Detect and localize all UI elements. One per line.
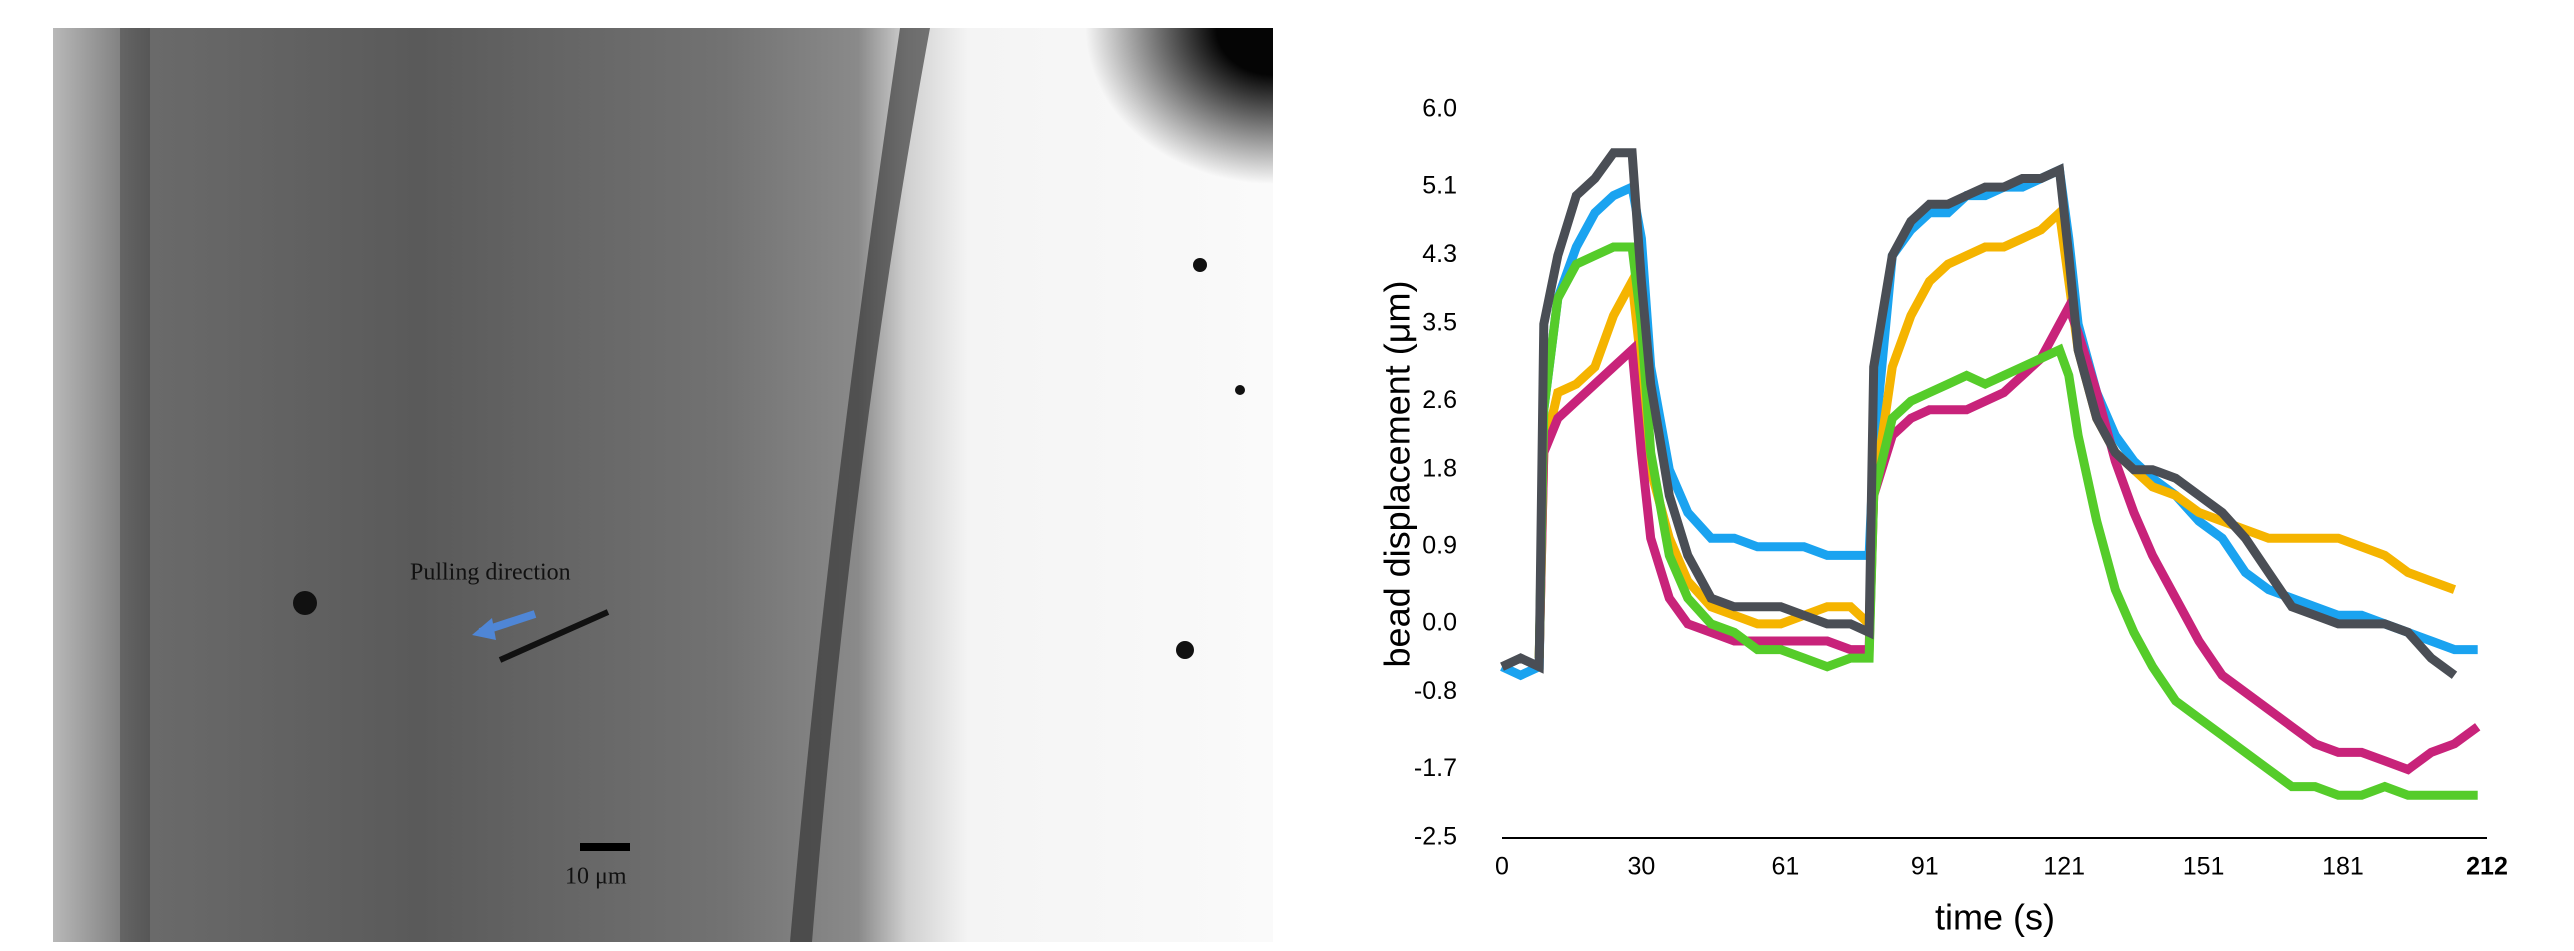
speck: [1193, 258, 1207, 272]
y-tick-label: 6.0: [1422, 95, 1457, 123]
x-tick-label: 30: [1627, 853, 1655, 881]
bead-chain: [498, 609, 610, 663]
scale-bar: [580, 843, 630, 851]
y-tick-label: -2.5: [1414, 823, 1457, 851]
micrograph: Pulling direction 10 μm: [53, 28, 1273, 942]
y-tick-label: 5.1: [1422, 172, 1457, 200]
edge: [790, 28, 930, 942]
y-tick-label: -1.7: [1414, 754, 1457, 782]
series-line: [1534, 242, 2478, 800]
y-tick-label: 0.9: [1422, 531, 1457, 559]
speck: [293, 591, 317, 615]
series-line: [1534, 296, 2481, 775]
arrow-head: [472, 618, 496, 640]
speck: [1235, 385, 1245, 395]
y-tick-label: -0.8: [1414, 677, 1457, 705]
y-tick-label: 3.5: [1422, 309, 1457, 337]
y-tick-label: 4.3: [1422, 240, 1457, 268]
y-axis-title: bead displacement (μm): [1377, 281, 1418, 668]
x-tick-label: 121: [2043, 853, 2085, 881]
dark-corner: [960, 28, 1273, 288]
x-tick-label: 212: [2466, 853, 2508, 881]
x-tick-label: 61: [1772, 853, 1800, 881]
x-tick-label: 181: [2322, 853, 2364, 881]
x-axis-title: time (s): [1935, 897, 2055, 938]
series-line: [1534, 203, 2457, 659]
dark-band: [120, 28, 150, 942]
x-tick-label: 91: [1911, 853, 1939, 881]
speck: [1176, 641, 1194, 659]
y-tick-label: 2.6: [1422, 386, 1457, 414]
x-tick-label: 151: [2183, 853, 2225, 881]
y-tick-label: 1.8: [1422, 454, 1457, 482]
series-line: [1500, 148, 2458, 679]
annotation: Pulling direction: [410, 560, 571, 586]
y-tick-label: 0.0: [1422, 608, 1457, 636]
x-tick-label: 0: [1495, 853, 1509, 881]
scale-label: 10 μm: [565, 864, 627, 890]
